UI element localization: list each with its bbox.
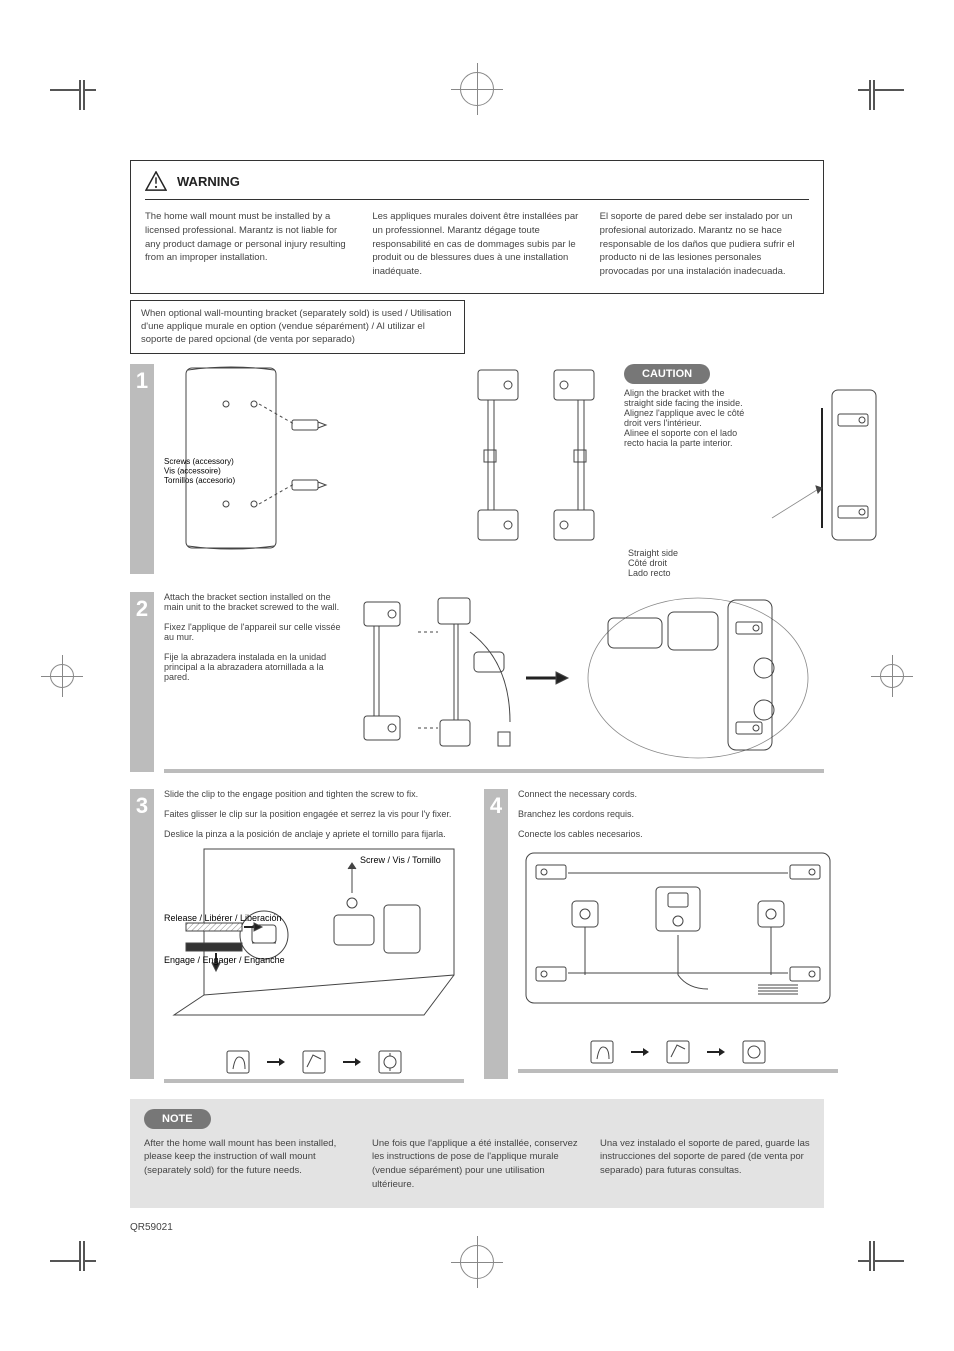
- step3-text: Slide the clip to the engage position an…: [164, 789, 464, 839]
- wall-mount-note-text: When optional wall-mounting bracket (sep…: [141, 308, 451, 346]
- step-4-number: 4: [484, 789, 508, 1079]
- svg-text:Screws (accessory)Vis (accesso: Screws (accessory)Vis (accessoire)Tornil…: [164, 457, 235, 485]
- warning-text-fr: Les appliques murales doivent être insta…: [372, 210, 581, 279]
- registration-mark-right: [880, 664, 904, 688]
- step1-diagram-back: Screws (accessory)Vis (accessoire)Tornil…: [164, 364, 464, 564]
- step2-text: Attach the bracket section installed on …: [164, 592, 344, 767]
- step-3-number: 3: [130, 789, 154, 1079]
- step4-text: Connect the necessary cords. Branchez le…: [518, 789, 838, 839]
- warning-text-es: El soporte de pared debe ser instalado p…: [600, 210, 809, 279]
- step3-diagram: Release / Libérer / Liberación Engage / …: [164, 845, 464, 1045]
- crop-mark-br: [858, 1241, 904, 1271]
- registration-mark-top: [460, 72, 494, 106]
- step1-diagram-brackets: [474, 364, 614, 564]
- hand-push-icon: [223, 1047, 253, 1077]
- step1-diagram-straight-side: [762, 388, 882, 548]
- warning-box: WARNING The home wall mount must be inst…: [130, 160, 824, 294]
- footer-code: QR59021: [130, 1222, 824, 1233]
- hand-tighten-icon: [375, 1047, 405, 1077]
- crop-mark-tl: [50, 80, 96, 110]
- note-text-en: After the home wall mount has been insta…: [144, 1137, 354, 1192]
- hand-slide-icon: [299, 1047, 329, 1077]
- step4-diagram: [518, 845, 838, 1035]
- hand-icon: [739, 1037, 769, 1067]
- step-1-number: 1: [130, 364, 154, 574]
- note-text-fr: Une fois que l'applique a été installée,…: [372, 1137, 582, 1192]
- caution-pill: CAUTION: [624, 364, 710, 384]
- registration-mark-bottom: [460, 1245, 494, 1279]
- caution-text: Align the bracket with the straight side…: [624, 388, 754, 548]
- step2-diagram: [358, 592, 818, 767]
- warning-text-en: The home wall mount must be installed by…: [145, 210, 354, 279]
- step-2-number: 2: [130, 592, 154, 772]
- registration-mark-left: [50, 664, 74, 688]
- svg-text:Engage / Engager / Enganche: Engage / Engager / Enganche: [164, 955, 285, 965]
- hand-icon: [587, 1037, 617, 1067]
- svg-text:Release / Libérer / Liberación: Release / Libérer / Liberación: [164, 913, 282, 923]
- step3-hand-sequence: [164, 1047, 464, 1077]
- note-bar: NOTE After the home wall mount has been …: [130, 1099, 824, 1208]
- step-3-4-row: 3 Slide the clip to the engage position …: [130, 789, 824, 1083]
- step-1: 1: [130, 364, 824, 576]
- note-pill: NOTE: [144, 1109, 211, 1129]
- crop-mark-bl: [50, 1241, 96, 1271]
- step-2: 2 Attach the bracket section installed o…: [130, 592, 824, 773]
- warning-triangle-icon: [145, 171, 167, 191]
- svg-text:Screw / Vis / Tornillo: Screw / Vis / Tornillo: [360, 855, 441, 865]
- note-text-es: Una vez instalado el soporte de pared, g…: [600, 1137, 810, 1192]
- step4-hand-sequence: [518, 1037, 838, 1067]
- hand-icon: [663, 1037, 693, 1067]
- crop-mark-tr: [858, 80, 904, 110]
- warning-title: WARNING: [177, 174, 240, 189]
- wall-mount-note-box: When optional wall-mounting bracket (sep…: [130, 300, 465, 354]
- straight-side-label: Straight side Côté droit Lado recto: [628, 548, 882, 578]
